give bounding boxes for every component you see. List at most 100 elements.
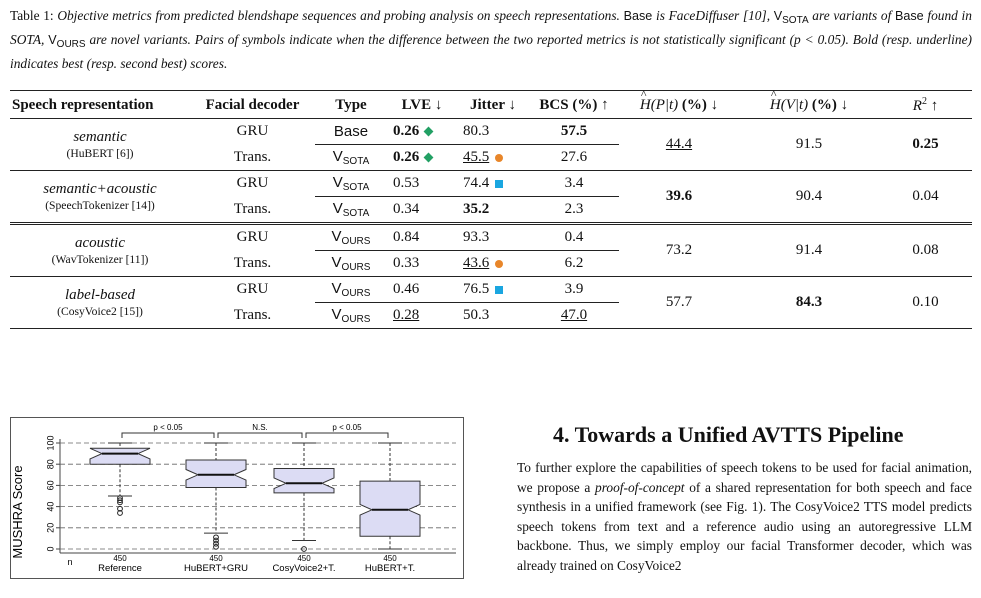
row-speech-rep: semantic+acoustic (SpeechTokenizer [14]) — [10, 171, 190, 224]
section-text-italic: proof-of-concept — [595, 479, 685, 495]
cell-hv: 91.5 — [795, 136, 823, 152]
n-count: 450 — [113, 554, 127, 563]
y-tick-label: 80 — [45, 459, 55, 469]
cell-decoder: Trans. — [233, 148, 272, 165]
row-speech-rep: semantic (HuBERT [6]) — [10, 119, 190, 171]
y-tick-label: 0 — [45, 546, 55, 551]
cell-lve: 0.34 — [387, 196, 457, 224]
cell-type: VSOTA — [315, 144, 387, 171]
cell-hp: 39.6 — [665, 188, 693, 204]
cell-decoder: Trans. — [233, 254, 272, 271]
caption-text-3: are variants of — [812, 8, 892, 23]
category-label: CosyVoice2+T. — [272, 563, 335, 574]
cell-type: VSOTA — [332, 174, 370, 193]
table-row: semantic (HuBERT [6]) GRU Base 0.26 80.3 57.5 4… — [10, 118, 972, 160]
speech-rep-name: acoustic — [75, 234, 125, 251]
y-tick-label: 40 — [45, 502, 55, 512]
section-text-1: To further explore the capabilities of s… — [517, 460, 972, 495]
significance-bracket — [217, 432, 303, 438]
cell-lve: 0.33 — [387, 250, 457, 277]
cell-jitter: 80.3 — [463, 123, 490, 139]
significance-bracket — [305, 432, 389, 438]
speech-rep-ref: (HuBERT [6]) — [66, 146, 134, 160]
cell-jitter: 76.5 — [457, 277, 529, 303]
cell-type: VOURS — [331, 280, 371, 299]
header-entropy-p: H(P|t) (%) ↓ — [619, 87, 739, 119]
cell-lve: 0.28 — [387, 302, 457, 329]
cell-jitter: 45.5 — [457, 144, 529, 171]
significance-label: p < 0.05 — [332, 423, 362, 432]
row-speech-rep: label-based (CosyVoice2 [15]) — [10, 277, 190, 329]
row-speech-rep: acoustic (WavTokenizer [11]) — [10, 224, 190, 277]
significance-label: p < 0.05 — [153, 423, 183, 432]
cell-lve: 0.26 — [387, 144, 457, 171]
table-top-rule — [10, 90, 972, 91]
y-tick-label: 20 — [45, 523, 55, 533]
cell-hp: 73.2 — [665, 242, 693, 258]
cell-r2: 0.10 — [912, 294, 939, 310]
square-marker-icon — [495, 179, 504, 188]
n-count: 450 — [383, 554, 397, 563]
header-entropy-v: H(V|t) (%) ↓ — [739, 87, 879, 119]
diamond-marker-icon — [423, 126, 434, 137]
cell-hv: 84.3 — [795, 294, 823, 310]
cell-r2: 0.08 — [912, 242, 939, 258]
box — [89, 447, 151, 465]
speech-rep-ref: (WavTokenizer [11]) — [51, 252, 149, 266]
table-row: Trans. VSOTA 0.26 45.5 27.6 — [10, 144, 972, 171]
cell-decoder: GRU — [236, 123, 269, 140]
significance-label: N.S. — [252, 423, 268, 432]
dot-marker-icon — [495, 259, 504, 268]
outlier-point — [213, 537, 219, 544]
cell-type: VOURS — [315, 250, 387, 277]
box — [273, 467, 335, 494]
outlier-point — [213, 540, 219, 547]
header-decoder: Facial decoder — [205, 96, 300, 113]
cell-jitter: 50.3 — [457, 302, 529, 329]
caption-text-4: found in SOTA, — [10, 8, 972, 47]
speech-rep-name: semantic — [73, 128, 127, 145]
cell-bcs: 2.3 — [529, 196, 619, 224]
n-label: n — [67, 557, 72, 567]
caption-label: Table 1: — [10, 8, 54, 23]
outlier-point — [117, 497, 123, 504]
cell-bcs: 6.2 — [529, 250, 619, 277]
y-axis-label: MUSHRA Score — [10, 465, 25, 558]
speech-rep-ref: (SpeechTokenizer [14]) — [45, 198, 155, 212]
cell-lve: 0.46 — [393, 281, 420, 297]
n-count: 450 — [209, 554, 223, 563]
cell-type: VOURS — [331, 228, 371, 247]
box — [185, 459, 247, 489]
cell-bcs: 3.9 — [564, 281, 584, 297]
cell-type: VOURS — [315, 302, 387, 329]
outlier-point — [301, 546, 307, 552]
cell-hp: 57.7 — [665, 294, 693, 310]
section-heading: 4. Towards a Unified AVTTS Pipeline — [553, 422, 904, 447]
table-row: Trans. VOURS 0.33 43.6 6.2 — [10, 250, 972, 277]
n-count: 450 — [297, 554, 311, 563]
cell-hv: 91.4 — [795, 242, 823, 258]
cell-decoder: Trans. — [233, 200, 272, 217]
cell-bcs: 27.6 — [529, 144, 619, 171]
cell-type: VSOTA — [315, 196, 387, 224]
speech-rep-name: semantic+acoustic — [43, 180, 157, 197]
table-row: Trans. VSOTA 0.34 35.2 2.3 — [10, 196, 972, 224]
outlier-point — [117, 510, 123, 516]
outlier-point — [213, 543, 219, 550]
diamond-marker-icon — [423, 152, 434, 163]
box — [359, 480, 421, 537]
cell-decoder: GRU — [236, 281, 269, 298]
cell-jitter: 43.6 — [457, 250, 529, 277]
caption-text-1: Objective metrics from predicted blendsh… — [57, 8, 620, 23]
caption-base: Base — [623, 9, 653, 23]
header-bcs: BCS (%) ↑ — [539, 96, 609, 113]
significance-bracket — [121, 432, 215, 438]
cell-type: Base — [333, 123, 369, 140]
table-body: semantic (HuBERT [6]) GRU Base 0.26 80.3 57.5 4… — [10, 118, 972, 329]
outlier-point — [213, 534, 219, 541]
speech-rep-name: label-based — [65, 286, 135, 303]
category-label: HuBERT+T. — [365, 563, 415, 574]
y-tick-label: 100 — [45, 435, 55, 450]
table-row: acoustic (WavTokenizer [11]) GRU VOURS 0.84 9… — [10, 223, 972, 266]
